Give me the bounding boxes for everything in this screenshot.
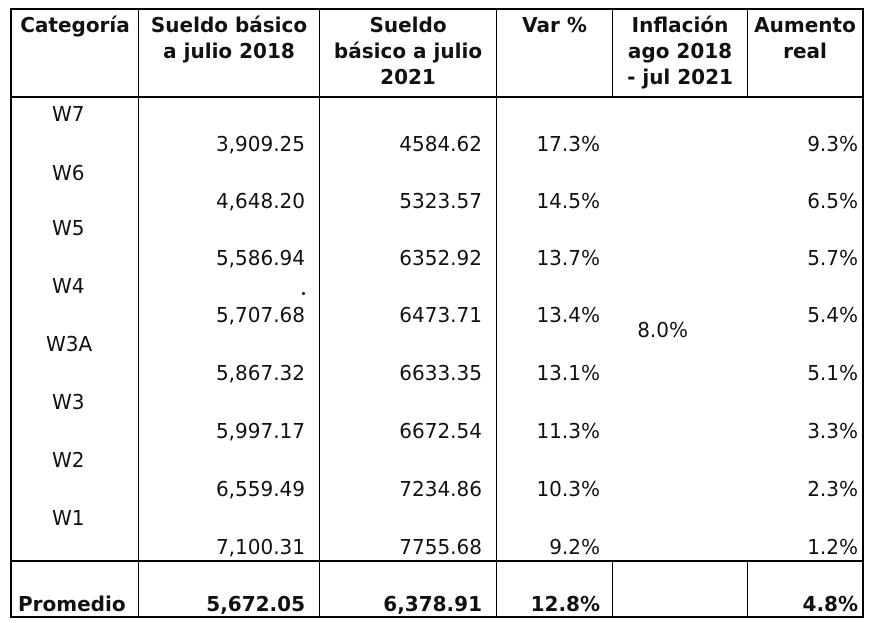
aumento-real-cell: 1.2% <box>807 535 858 559</box>
column-divider <box>612 562 613 616</box>
promedio-sueldo-2018: 5,672.05 <box>206 592 305 616</box>
sueldo-2021-cell: 6473.71 <box>399 303 482 327</box>
column-divider <box>319 10 320 616</box>
header-categoria: Categoría <box>20 13 130 37</box>
salary-table: Categoría Sueldo básico a julio 2018 Sue… <box>10 8 864 618</box>
sueldo-2018-cell: 5,707.68 <box>215 303 305 327</box>
column-divider <box>138 10 139 616</box>
inflacion-cell: 8.0% <box>637 318 688 342</box>
promedio-var: 12.8% <box>530 592 600 616</box>
sueldo-2021-cell: 7755.68 <box>399 535 482 559</box>
categoria-cell: W6 <box>52 161 85 185</box>
categoria-cell: W3A <box>46 332 93 356</box>
sueldo-2018-cell: 5,867.32 <box>215 361 305 385</box>
header-var: Var % <box>522 13 587 37</box>
var-cell: 13.1% <box>536 361 600 385</box>
sueldo-2018-cell: 3,909.25 <box>215 132 305 156</box>
header-sueldo-2021: Sueldo básico a julio 2021 <box>333 13 483 89</box>
aumento-real-cell: 3.3% <box>807 419 858 443</box>
sueldo-2021-cell: 7234.86 <box>399 477 482 501</box>
var-cell: 13.7% <box>536 246 600 270</box>
categoria-cell: W4 <box>52 274 85 298</box>
aumento-real-cell: 2.3% <box>807 477 858 501</box>
var-cell: 9.2% <box>549 535 600 559</box>
promedio-aumento-real: 4.8% <box>802 592 858 616</box>
aumento-real-cell: 9.3% <box>807 132 858 156</box>
column-divider <box>747 562 748 616</box>
sueldo-2021-cell: 5323.57 <box>399 189 482 213</box>
column-divider <box>612 10 613 98</box>
header-aumento-real: Aumento real <box>754 13 856 63</box>
sueldo-2018-cell: 7,100.31 <box>215 535 305 559</box>
stray-dot <box>302 292 305 295</box>
column-divider <box>496 10 497 616</box>
sueldo-2018-cell: 5,997.17 <box>215 419 305 443</box>
categoria-cell: W1 <box>52 506 85 530</box>
sueldo-2018-cell: 5,586.94 <box>215 246 305 270</box>
aumento-real-cell: 5.4% <box>807 303 858 327</box>
var-cell: 10.3% <box>536 477 600 501</box>
sueldo-2021-cell: 4584.62 <box>399 132 482 156</box>
sueldo-2018-cell: 6,559.49 <box>215 477 305 501</box>
promedio-sueldo-2021: 6,378.91 <box>383 592 482 616</box>
aumento-real-cell: 5.1% <box>807 361 858 385</box>
total-divider <box>12 560 862 562</box>
header-sueldo-2018: Sueldo básico a julio 2018 <box>150 13 308 63</box>
promedio-label: Promedio <box>18 592 126 616</box>
categoria-cell: W2 <box>52 448 85 472</box>
column-divider <box>747 10 748 98</box>
header-inflacion: Inflación ago 2018 - jul 2021 <box>627 13 733 89</box>
aumento-real-cell: 6.5% <box>807 189 858 213</box>
var-cell: 17.3% <box>536 132 600 156</box>
sueldo-2018-cell: 4,648.20 <box>215 189 305 213</box>
var-cell: 14.5% <box>536 189 600 213</box>
sueldo-2021-cell: 6633.35 <box>399 361 482 385</box>
categoria-cell: W5 <box>52 216 85 240</box>
sueldo-2021-cell: 6352.92 <box>399 246 482 270</box>
var-cell: 13.4% <box>536 303 600 327</box>
sueldo-2021-cell: 6672.54 <box>399 419 482 443</box>
categoria-cell: W3 <box>52 390 85 414</box>
aumento-real-cell: 5.7% <box>807 246 858 270</box>
categoria-cell: W7 <box>52 102 85 126</box>
header-divider <box>12 96 862 98</box>
var-cell: 11.3% <box>536 419 600 443</box>
